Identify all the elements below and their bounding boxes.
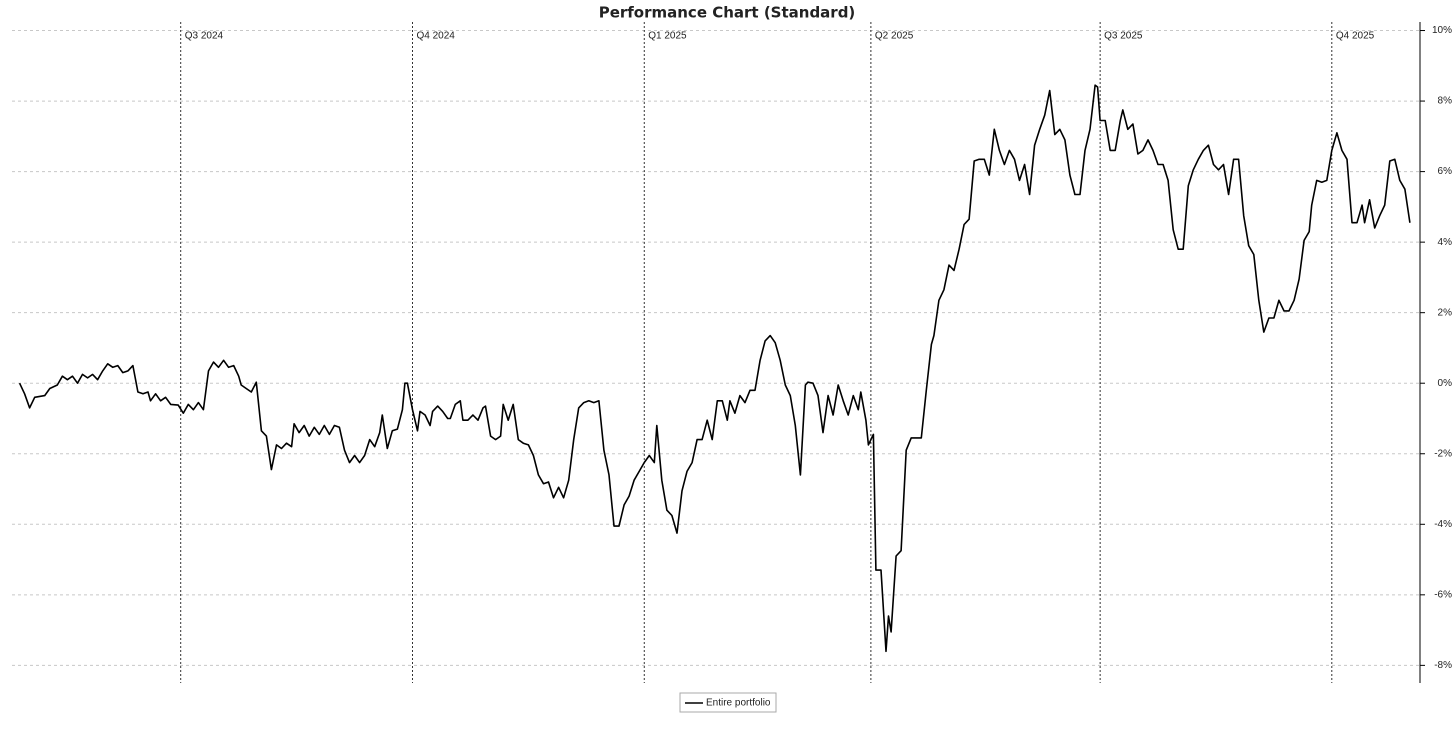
y-tick-label: 8%	[1438, 96, 1453, 107]
series-line	[18, 84, 1411, 653]
x-tick-label: Q2 2025	[875, 31, 914, 42]
legend-label: Entire portfolio	[706, 698, 771, 709]
x-tick-label: Q1 2025	[648, 31, 687, 42]
y-tick-label: 6%	[1438, 166, 1453, 177]
y-tick-label: -2%	[1434, 448, 1452, 459]
x-tick-label: Q3 2025	[1104, 31, 1143, 42]
legend-box	[679, 692, 777, 713]
y-tick-label: 2%	[1438, 307, 1453, 318]
x-tick-label: Q4 2025	[1336, 31, 1375, 42]
y-tick-label: -8%	[1434, 660, 1452, 671]
y-tick-label: 10%	[1432, 25, 1452, 36]
y-tick-label: 0%	[1438, 378, 1453, 389]
y-tick-label: -6%	[1434, 589, 1452, 600]
x-tick-label: Q3 2024	[185, 31, 224, 42]
y-tick-label: -4%	[1434, 519, 1452, 530]
chart-title: Performance Chart (Standard)	[599, 4, 856, 22]
x-tick-label: Q4 2024	[416, 31, 455, 42]
y-tick-label: 4%	[1438, 237, 1453, 248]
